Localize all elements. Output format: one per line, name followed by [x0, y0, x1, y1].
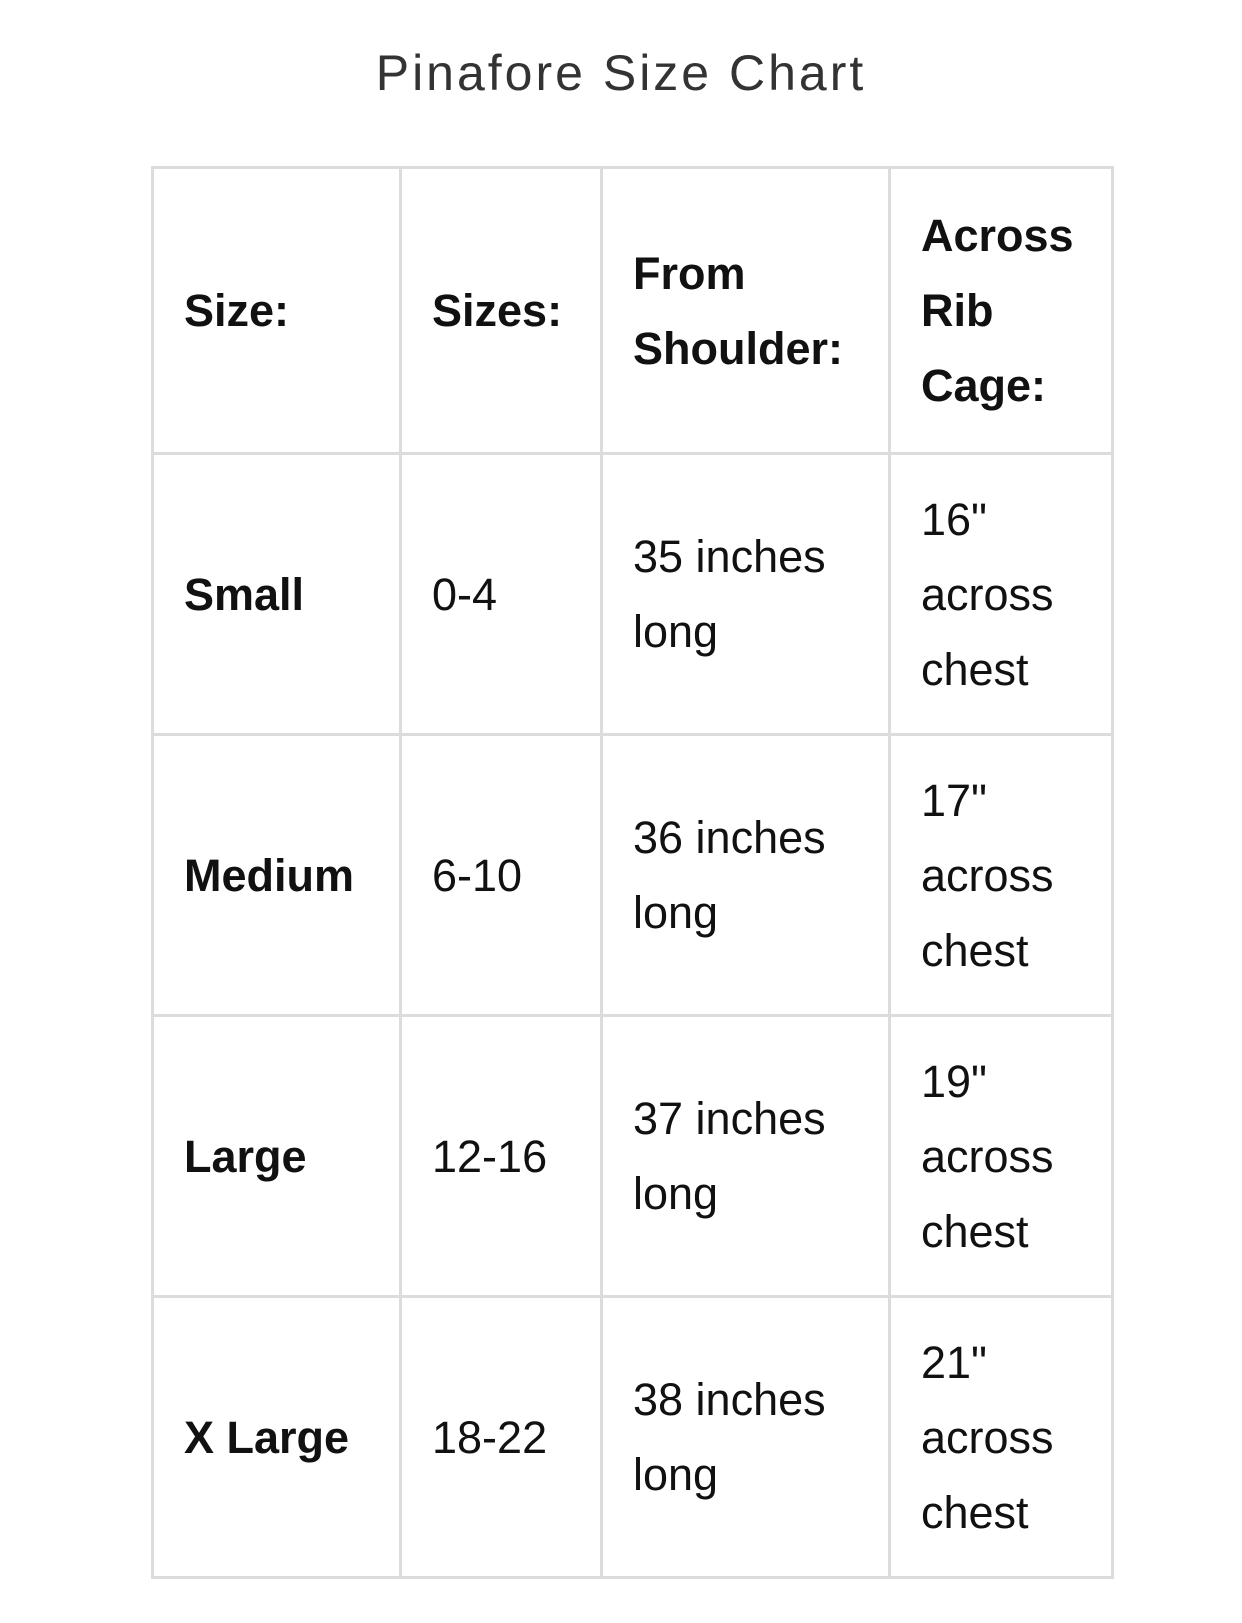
header-across-rib-cage: Across Rib Cage:	[888, 166, 1114, 455]
cell-sizes: 6-10	[399, 733, 603, 1017]
header-size: Size:	[151, 166, 402, 455]
page-title: Pinafore Size Chart	[375, 45, 867, 101]
size-chart-table: Size: Sizes: From Shoulder: Across Rib C…	[151, 166, 1114, 1579]
header-from-shoulder: From Shoulder:	[600, 166, 891, 455]
cell-size: Small	[151, 452, 402, 736]
cell-length: 35 inches long	[600, 452, 891, 736]
cell-sizes: 0-4	[399, 452, 603, 736]
cell-length: 36 inches long	[600, 733, 891, 1017]
cell-sizes: 18-22	[399, 1295, 603, 1579]
header-sizes: Sizes:	[399, 166, 603, 455]
cell-length: 37 inches long	[600, 1014, 891, 1298]
table-row: Medium 6-10 36 inches long 17" across ch…	[151, 733, 1114, 1017]
table-header-row: Size: Sizes: From Shoulder: Across Rib C…	[151, 166, 1114, 455]
cell-size: Large	[151, 1014, 402, 1298]
cell-chest: 17" across chest	[888, 733, 1114, 1017]
cell-chest: 19" across chest	[888, 1014, 1114, 1298]
cell-chest: 21" across chest	[888, 1295, 1114, 1579]
table-row: Small 0-4 35 inches long 16" across ches…	[151, 452, 1114, 736]
cell-length: 38 inches long	[600, 1295, 891, 1579]
cell-chest: 16" across chest	[888, 452, 1114, 736]
cell-size: Medium	[151, 733, 402, 1017]
table-row: Large 12-16 37 inches long 19" across ch…	[151, 1014, 1114, 1298]
cell-sizes: 12-16	[399, 1014, 603, 1298]
table-row: X Large 18-22 38 inches long 21" across …	[151, 1295, 1114, 1579]
cell-size: X Large	[151, 1295, 402, 1579]
